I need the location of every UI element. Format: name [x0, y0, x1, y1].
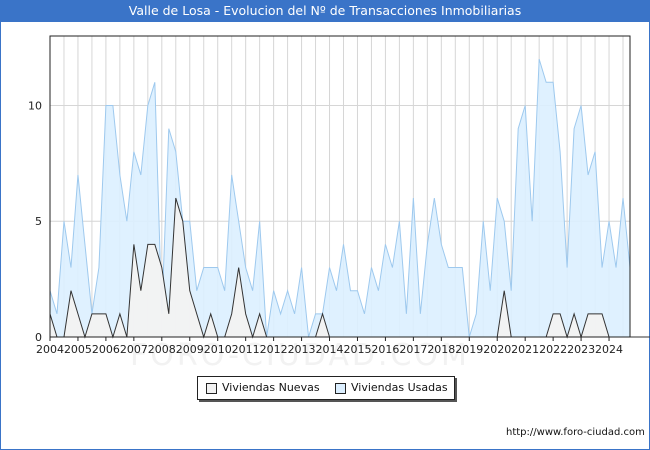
x-tick-label: 2018	[427, 343, 455, 356]
source-url[interactable]: http://www.foro-ciudad.com	[506, 427, 645, 438]
y-tick-label: 0	[35, 331, 42, 344]
legend-label-nuevas: Viviendas Nuevas	[222, 381, 320, 394]
series-line-usadas	[49, 59, 631, 338]
x-tick-label: 2008	[148, 343, 176, 356]
x-tick-label: 2013	[288, 343, 316, 356]
x-tick-label: 2005	[64, 343, 92, 356]
x-tick-label: 2020	[483, 343, 511, 356]
x-tick-label: 2006	[92, 343, 120, 356]
x-tick-label: 2016	[371, 343, 399, 356]
legend-swatch-nuevas	[206, 383, 217, 394]
x-tick-label: 2011	[232, 343, 260, 356]
x-tick-label: 2024	[595, 343, 623, 356]
axes	[49, 35, 631, 341]
tick-labels: 0 5 10 2004 2005 2006 2007 2008 2009 2010 2011 2012…	[28, 99, 623, 356]
watermark: FORO-CIUDAD.COM	[130, 338, 470, 373]
y-tick-label: 10	[28, 99, 42, 112]
x-tick-label: 2007	[120, 343, 148, 356]
legend: Viviendas Nuevas Viviendas Usadas	[197, 376, 455, 400]
series-area-nuevas	[50, 198, 650, 337]
legend-swatch-usadas	[335, 383, 346, 394]
x-tick-label: 2015	[343, 343, 371, 356]
x-tick-label: 2022	[539, 343, 567, 356]
x-tick-label: 2004	[36, 343, 64, 356]
y-tick-label: 5	[35, 215, 42, 228]
chart-title: Valle de Losa - Evolucion del Nº de Tran…	[0, 0, 650, 22]
legend-label-usadas: Viviendas Usadas	[351, 381, 448, 394]
x-tick-label: 2009	[176, 343, 204, 356]
x-tick-label: 2021	[511, 343, 539, 356]
x-tick-label: 2012	[260, 343, 288, 356]
x-tick-label: 2023	[567, 343, 595, 356]
x-tick-label: 2014	[316, 343, 344, 356]
series-area-usadas	[50, 59, 630, 338]
x-tick-label: 2017	[399, 343, 427, 356]
x-tick-label: 2019	[455, 343, 483, 356]
x-tick-label: 2010	[204, 343, 232, 356]
plot-border	[49, 35, 631, 338]
